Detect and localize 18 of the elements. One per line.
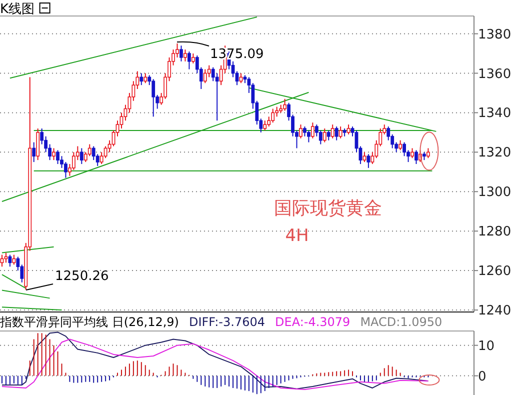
text: MACD:1.0950 xyxy=(360,315,442,329)
y-tick-label: 1380 xyxy=(478,27,512,42)
annotation: 1250.26 xyxy=(55,269,109,284)
annotation: 国际现货黄金 xyxy=(274,198,382,219)
y-tick-label: 1360 xyxy=(478,66,512,82)
y-tick-label: 0 xyxy=(478,369,486,384)
annotation: 4H xyxy=(285,226,309,246)
y-tick-label: 1300 xyxy=(478,185,512,200)
chart-title: K线图 xyxy=(0,2,35,17)
series-label: DIFF:-3.7604 xyxy=(188,315,265,329)
y-tick-label: 1240 xyxy=(478,304,512,319)
y-tick-label: 1340 xyxy=(478,106,512,122)
y-tick-label: 1280 xyxy=(478,224,512,240)
y-tick-label: 1320 xyxy=(478,146,512,161)
text: DEA:-4.3079 xyxy=(275,315,350,329)
y-tick-label: 1260 xyxy=(478,264,512,280)
chart-title: 指数平滑异同平均线 日(26,12,9) xyxy=(0,315,179,329)
y-tick-label: 10 xyxy=(478,338,495,354)
